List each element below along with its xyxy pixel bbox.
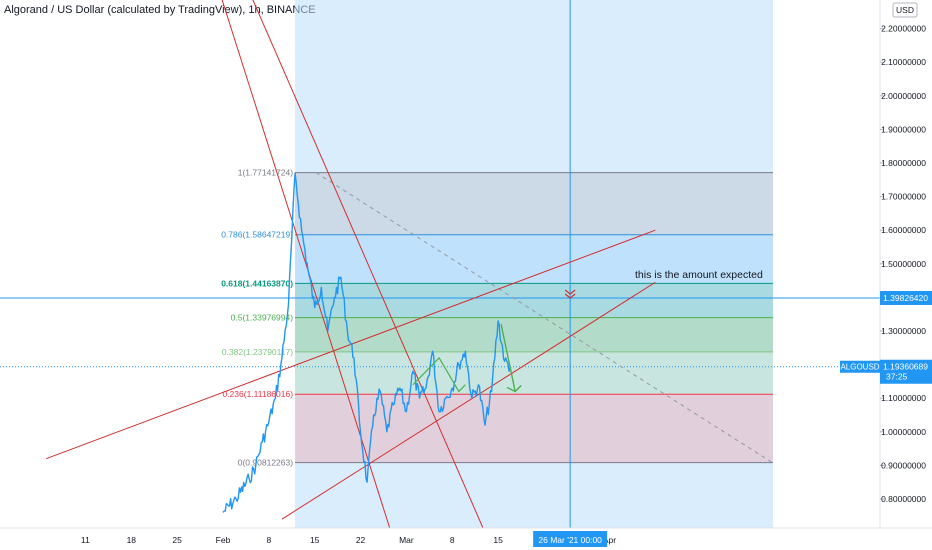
trendline[interactable] xyxy=(210,0,394,540)
time-axis[interactable] xyxy=(0,528,932,550)
time-tick-label: 8 xyxy=(266,535,271,545)
price-tick-label: 1.90000000 xyxy=(881,124,926,134)
time-tick-label: 25 xyxy=(172,535,182,545)
forecast-zone xyxy=(295,0,773,528)
time-tick-label: 18 xyxy=(127,535,137,545)
fib-band xyxy=(295,283,773,318)
price-tick-label: 1.60000000 xyxy=(881,225,926,235)
time-tick-label: Mar xyxy=(399,535,414,545)
price-tick-label: 1.70000000 xyxy=(881,192,926,202)
price-tick-label: 2.20000000 xyxy=(881,24,926,34)
price-axis[interactable] xyxy=(880,0,932,550)
time-tick-label: 11 xyxy=(81,535,90,545)
price-tick-label: 1.80000000 xyxy=(881,158,926,168)
price-tick-label: 0.90000000 xyxy=(881,460,926,470)
currency-button[interactable] xyxy=(892,2,918,18)
fib-level-label: 0.236(1.11186016) xyxy=(222,389,293,399)
price-tick-label: 2.00000000 xyxy=(881,91,926,101)
price-tick-label: 1.00000000 xyxy=(881,427,926,437)
fib-band xyxy=(295,394,773,463)
ticker-countdown: 37:25 xyxy=(886,372,908,382)
price-series-line[interactable] xyxy=(222,172,512,513)
price-tick-label: 1.10000000 xyxy=(881,393,926,403)
fib-level-label: 1(1.77141724) xyxy=(238,168,293,178)
time-tick-label: 22 xyxy=(356,535,366,545)
chevron-down-icon xyxy=(564,289,576,295)
chevron-down-icon xyxy=(564,293,576,299)
fib-level-label: 0.618(1.44163870) xyxy=(221,278,293,288)
arrow-head-icon xyxy=(506,384,522,393)
annotation-text[interactable]: this is the amount expected xyxy=(635,269,763,281)
ticker-symbol-badge xyxy=(840,360,880,373)
projection-arrow[interactable] xyxy=(500,324,516,392)
time-tick-label: Apr xyxy=(603,535,616,545)
fib-level-label: 0.5(1.33976994) xyxy=(231,313,294,323)
fib-band xyxy=(295,351,773,395)
fib-level-label: 0.382(1.23790117) xyxy=(222,347,293,357)
time-tick-label: 8 xyxy=(450,535,455,545)
time-tick-label: Feb xyxy=(216,535,231,545)
ticker-price-label: 1.19360689 xyxy=(883,362,928,372)
time-highlight-label: 26 Mar '21 00:00 xyxy=(538,535,602,545)
price-tick-label: 0.80000000 xyxy=(881,494,926,504)
fib-level-label: 0.786(1.58647219) xyxy=(221,230,293,240)
level-price-label: 1.39826420 xyxy=(883,293,928,303)
price-tick-label: 1.50000000 xyxy=(881,259,926,269)
currency-label: USD xyxy=(896,5,914,15)
fib-band xyxy=(295,172,773,235)
level-price-badge xyxy=(880,290,932,305)
fib-level-label: 0(0.90812263) xyxy=(238,458,293,468)
fib-band xyxy=(295,317,773,352)
price-tick-label: 2.10000000 xyxy=(881,57,926,67)
time-tick-label: 15 xyxy=(310,535,320,545)
price-tick-label: 1.30000000 xyxy=(881,326,926,336)
projection-arrow-path[interactable] xyxy=(412,356,466,393)
trendline[interactable] xyxy=(236,0,486,533)
ticker-symbol-label: ALGOUSD xyxy=(840,363,879,372)
time-highlight-badge xyxy=(533,531,608,547)
trendline[interactable] xyxy=(281,281,656,520)
chart-title: Algorand / US Dollar (calculated by Trad… xyxy=(4,4,316,16)
time-tick-label: 15 xyxy=(493,535,503,545)
projection-dashed-line[interactable] xyxy=(315,172,774,464)
ticker-price-badge xyxy=(880,359,932,384)
